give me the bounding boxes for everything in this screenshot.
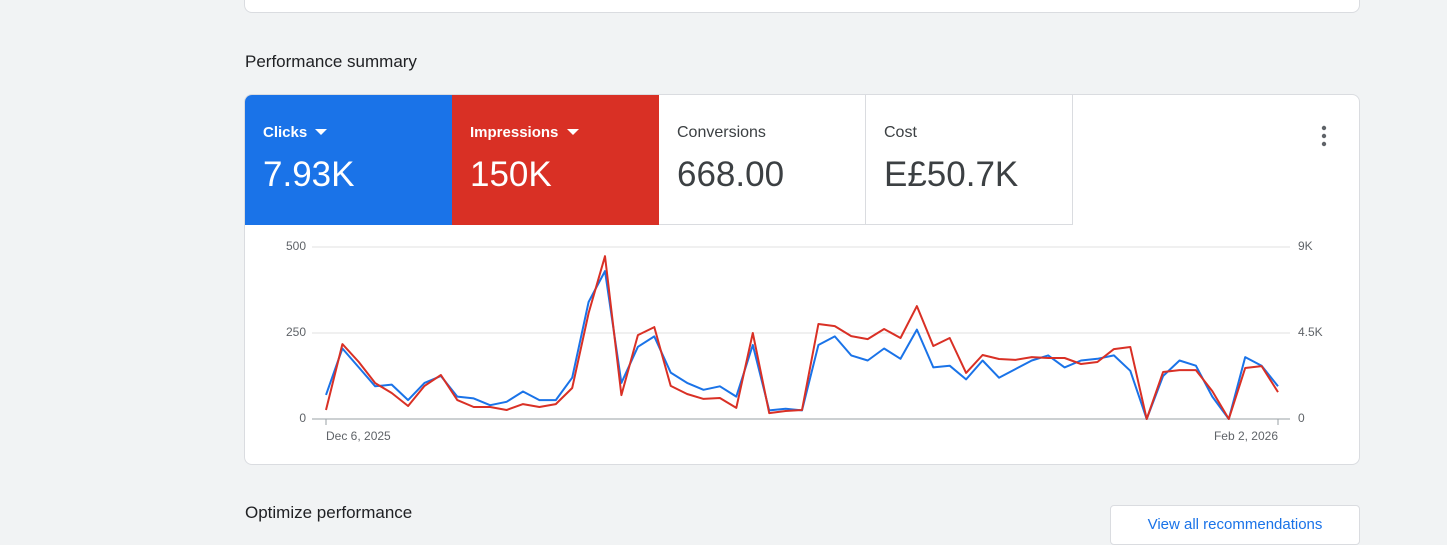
- dropdown-icon: [315, 129, 327, 135]
- summary-card: Clicks 7.93K Impressions 150K Conversion…: [244, 94, 1360, 465]
- metric-value: 668.00: [677, 155, 785, 194]
- metric-label: Clicks: [263, 124, 308, 141]
- y2-tick-label: 4.5K: [1298, 325, 1323, 339]
- more-menu[interactable]: [1319, 125, 1329, 147]
- y-tick-label: 0: [299, 411, 306, 425]
- metric-label: Impressions: [470, 124, 559, 141]
- page: Performance summary Clicks 7.93K Impress…: [244, 0, 1360, 545]
- section-title: Optimize performance: [245, 503, 413, 522]
- metric-value: 150K: [470, 155, 552, 194]
- metric-tile[interactable]: Impressions 150K: [452, 95, 659, 225]
- metric-value: E£50.7K: [884, 155, 1019, 194]
- y2-tick-label: 0: [1298, 411, 1305, 425]
- series-line: [325, 255, 1279, 420]
- section-title: Performance summary: [245, 52, 417, 71]
- previous-card: [244, 0, 1360, 13]
- chart: 0 250 500 0 4.5K 9K Dec 6, 2025 Feb 2, 2026: [286, 239, 1323, 443]
- y2-tick-label: 9K: [1298, 239, 1313, 253]
- x-tick-label: Dec 6, 2025: [326, 429, 391, 443]
- dropdown-icon: [567, 129, 579, 135]
- metric-tile[interactable]: Cost E£50.7K: [866, 95, 1073, 225]
- y-tick-label: 500: [286, 239, 306, 253]
- x-tick-label: Feb 2, 2026: [1214, 429, 1278, 443]
- metric-label: Conversions: [677, 124, 766, 141]
- metric-value: 7.93K: [263, 155, 355, 194]
- y-tick-label: 250: [286, 325, 306, 339]
- series-line: [325, 270, 1279, 420]
- metric-tile[interactable]: Conversions 668.00: [659, 95, 866, 225]
- metric-tile[interactable]: Clicks 7.93K: [245, 95, 452, 225]
- view-recommendations-button[interactable]: View all recommendations: [1110, 505, 1360, 545]
- metric-label: Cost: [884, 124, 917, 141]
